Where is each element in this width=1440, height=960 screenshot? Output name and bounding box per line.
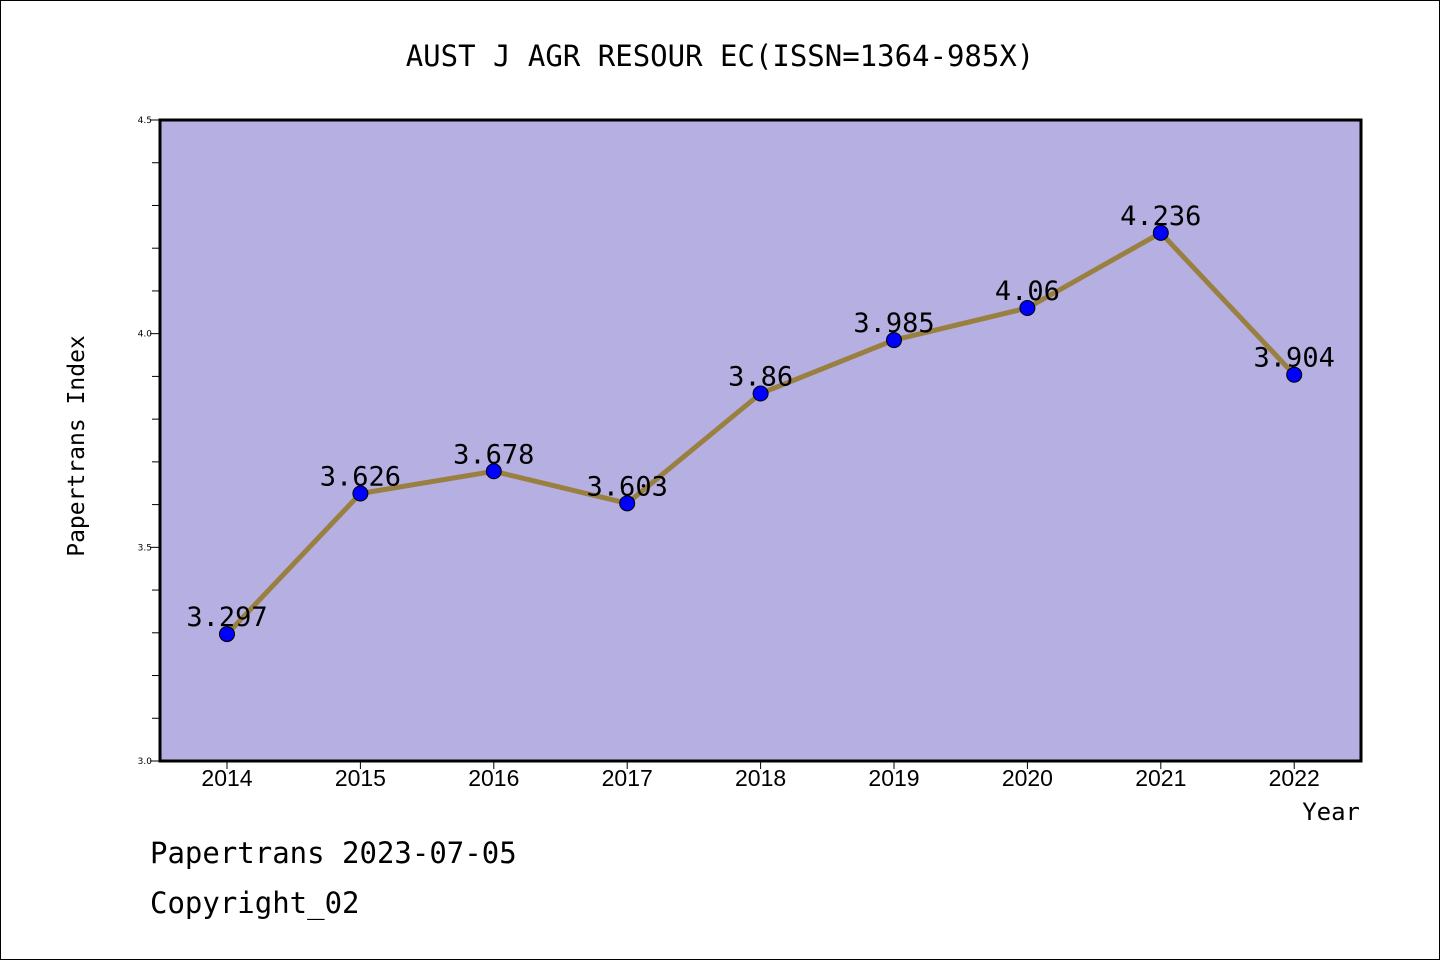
x-axis-label: Year xyxy=(1302,798,1360,826)
data-points xyxy=(219,224,1303,643)
x-tick-label: 2020 xyxy=(1002,765,1053,791)
x-tick-label: 2014 xyxy=(201,765,252,791)
y-axis-label: Papertrans Index xyxy=(64,335,90,557)
data-labels: 3.2973.6263.6783.6033.863.9854.064.2363.… xyxy=(186,201,1334,633)
y-axis: 3.0 3.5 4.0 4.5 xyxy=(138,116,160,767)
y-tick-label: 3.0 xyxy=(138,757,153,767)
data-point xyxy=(219,626,235,643)
x-tick-label: 2018 xyxy=(735,765,786,791)
footer-copyright: Copyright_02 xyxy=(150,886,360,920)
chart-title: AUST J AGR RESOUR EC(ISSN=1364-985X) xyxy=(406,39,1035,73)
data-point xyxy=(1286,366,1303,383)
x-tick-label: 2015 xyxy=(335,765,386,791)
data-point xyxy=(1019,300,1036,317)
data-point xyxy=(752,385,769,402)
data-point xyxy=(1152,224,1169,241)
x-tick-label: 2022 xyxy=(1269,765,1320,791)
data-point xyxy=(886,332,902,349)
y-tick-label: 4.0 xyxy=(138,330,153,340)
data-point xyxy=(352,485,369,502)
x-axis: 2014 2015 2016 2017 2018 2019 2020 2021 2022 xyxy=(201,761,1320,791)
y-tick-label: 3.5 xyxy=(138,543,152,553)
x-tick-label: 2021 xyxy=(1135,765,1186,791)
x-tick-label: 2017 xyxy=(602,765,653,791)
x-tick-label: 2019 xyxy=(868,765,919,791)
data-point xyxy=(619,495,636,512)
y-tick-label: 4.5 xyxy=(138,116,152,126)
footer-date: Papertrans 2023-07-05 xyxy=(150,836,517,870)
data-point xyxy=(485,463,502,480)
x-tick-label: 2016 xyxy=(468,765,519,791)
